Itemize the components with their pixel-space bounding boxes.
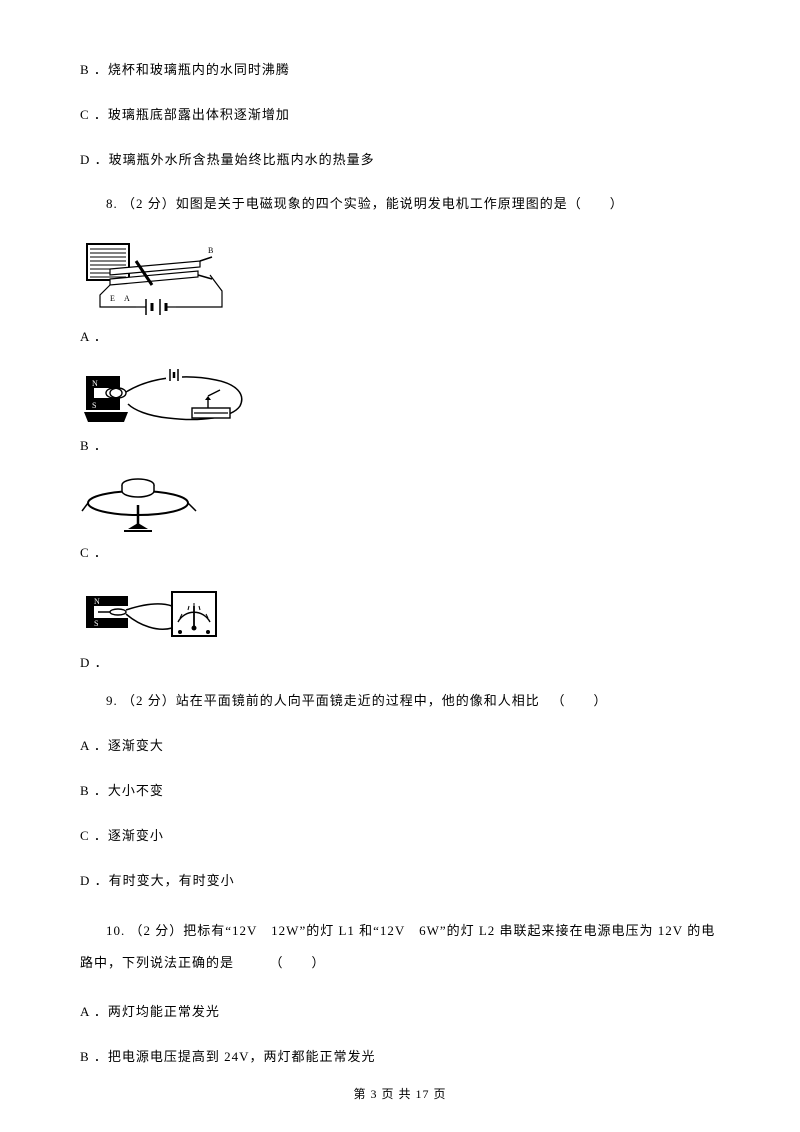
- q7-option-b: B ．烧杯和玻璃瓶内的水同时沸腾: [80, 60, 720, 81]
- q9-stem: 9. （2 分）站在平面镜前的人向平面镜走近的过程中，他的像和人相比 （ ）: [80, 691, 720, 712]
- q8-option-a-label: A ．: [80, 329, 108, 344]
- diagram-d-icon: N S: [80, 582, 228, 647]
- q8-option-d-label: D ．: [80, 655, 109, 670]
- q10-option-b: B ．把电源电压提高到 24V，两灯都能正常发光: [80, 1047, 720, 1068]
- q9-option-d: D ．有时变大，有时变小: [80, 871, 720, 892]
- svg-text:S: S: [92, 401, 96, 410]
- svg-text:E: E: [110, 294, 115, 303]
- q8-option-c-label: C ．: [80, 545, 108, 560]
- q9-option-c: C ．逐渐变小: [80, 826, 720, 847]
- q10-option-a: A ．两灯均能正常发光: [80, 1002, 720, 1023]
- diagram-c-icon: [80, 475, 200, 537]
- q10-stem: 10. （2 分）把标有“12V 12W”的灯 L1 和“12V 6W”的灯 L…: [80, 915, 720, 977]
- q8-option-d: N S D ．: [80, 582, 720, 674]
- q8-stem: 8. （2 分）如图是关于电磁现象的四个实验，能说明发电机工作原理图的是（ ）: [80, 194, 720, 215]
- q7-option-c: C ．玻璃瓶底部露出体积逐渐增加: [80, 105, 720, 126]
- svg-text:A: A: [124, 294, 130, 303]
- q7-option-d: D ．玻璃瓶外水所含热量始终比瓶内水的热量多: [80, 150, 720, 171]
- q9-option-b: B ．大小不变: [80, 781, 720, 802]
- page-footer: 第 3 页 共 17 页: [0, 1085, 800, 1104]
- q8-option-b-label: B ．: [80, 438, 108, 453]
- diagram-b-icon: N S: [80, 366, 255, 430]
- q8-option-c: C ．: [80, 475, 720, 564]
- svg-text:N: N: [94, 597, 100, 606]
- diagram-a-icon: E A B: [80, 239, 235, 321]
- q9-option-a: A ．逐渐变大: [80, 736, 720, 757]
- svg-text:S: S: [94, 619, 98, 628]
- q8-option-b: N S B ．: [80, 366, 720, 457]
- svg-text:B: B: [208, 246, 213, 255]
- svg-text:N: N: [92, 379, 98, 388]
- q8-option-a: E A B A ．: [80, 239, 720, 348]
